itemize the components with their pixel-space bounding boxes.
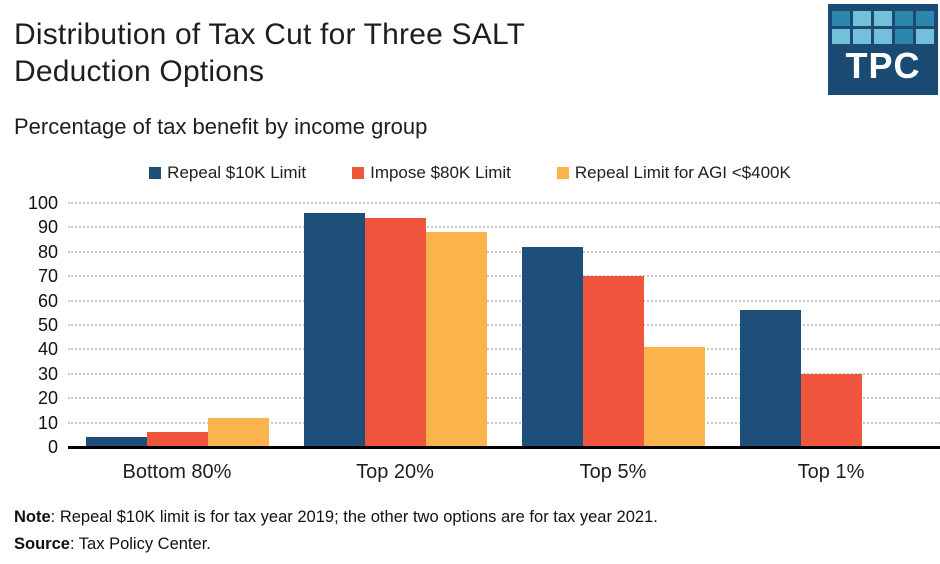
legend-swatch-icon bbox=[149, 167, 162, 179]
legend-label: Repeal Limit for AGI <$400K bbox=[574, 163, 791, 182]
gridline bbox=[68, 397, 940, 400]
legend-item: Repeal $10K Limit bbox=[149, 163, 306, 183]
x-axis-label: Bottom 80% bbox=[122, 461, 232, 483]
tpc-logo-squares-icon bbox=[832, 11, 934, 44]
y-tick-label: 80 bbox=[37, 241, 58, 262]
logo-square-icon bbox=[874, 11, 892, 26]
y-tick-label: 30 bbox=[37, 363, 58, 384]
y-axis: 0 10 20 30 40 50 60 70 80 90 100 bbox=[0, 194, 58, 456]
logo-square-icon bbox=[853, 11, 871, 26]
legend-item: Repeal Limit for AGI <$400K bbox=[556, 163, 791, 183]
chart-subtitle: Percentage of tax benefit by income grou… bbox=[14, 114, 428, 139]
y-tick-label: 70 bbox=[37, 266, 58, 287]
y-tick-label: 0 bbox=[47, 437, 58, 457]
bar-groups bbox=[68, 203, 940, 447]
bar bbox=[425, 232, 487, 447]
tpc-logo: TPC bbox=[828, 4, 938, 95]
bar bbox=[303, 212, 365, 447]
page-title-line1: Distribution of Tax Cut for Three SALT bbox=[14, 18, 526, 51]
chart-footer: Note: Repeal $10K limit is for tax year … bbox=[14, 504, 658, 558]
note-line: Note: Repeal $10K limit is for tax year … bbox=[14, 504, 658, 531]
bar-group bbox=[68, 203, 286, 447]
x-axis-line bbox=[68, 446, 940, 449]
x-axis-label: Top 20% bbox=[356, 461, 434, 483]
note-text: : Repeal $10K limit is for tax year 2019… bbox=[50, 508, 658, 526]
bar bbox=[643, 346, 705, 447]
y-tick-label: 10 bbox=[37, 412, 58, 433]
x-axis-label: Top 1% bbox=[797, 461, 865, 483]
bar bbox=[207, 417, 269, 447]
y-tick-label: 50 bbox=[37, 315, 58, 335]
gridline bbox=[68, 324, 940, 326]
page-title-line2: Deduction Options bbox=[14, 55, 265, 88]
logo-square-icon bbox=[916, 29, 934, 44]
source-text: : Tax Policy Center. bbox=[69, 535, 211, 553]
bar bbox=[800, 373, 862, 447]
legend-swatch-icon bbox=[556, 167, 569, 179]
logo-square-icon bbox=[853, 29, 871, 44]
x-axis-label: Top 5% bbox=[579, 461, 647, 483]
logo-square-icon bbox=[916, 11, 934, 26]
logo-square-icon bbox=[874, 29, 892, 44]
logo-square-icon bbox=[832, 29, 850, 44]
logo-square-icon bbox=[832, 11, 850, 26]
bar-group bbox=[722, 203, 940, 447]
x-axis-labels: Bottom 80% Top 20% Top 5% Top 1% bbox=[68, 461, 940, 484]
page-title: Distribution of Tax Cut for Three SALT D… bbox=[14, 16, 525, 90]
bar-group bbox=[286, 203, 504, 447]
legend-item: Impose $80K Limit bbox=[352, 163, 511, 183]
gridline bbox=[68, 299, 940, 302]
legend-label: Impose $80K Limit bbox=[370, 163, 511, 182]
bar-group bbox=[504, 203, 722, 447]
gridline bbox=[68, 372, 940, 375]
legend-swatch-icon bbox=[352, 167, 365, 179]
gridline bbox=[68, 348, 940, 351]
logo-square-icon bbox=[895, 11, 913, 26]
logo-square-icon bbox=[895, 29, 913, 44]
bar bbox=[364, 217, 426, 447]
y-tick-label: 100 bbox=[27, 193, 58, 213]
gridline bbox=[68, 202, 940, 204]
y-tick-label: 40 bbox=[37, 339, 58, 360]
bar bbox=[146, 432, 208, 447]
gridline bbox=[68, 226, 940, 229]
bar bbox=[739, 310, 801, 447]
y-tick-label: 90 bbox=[37, 217, 58, 238]
y-tick-label: 20 bbox=[37, 388, 58, 409]
y-tick-label: 60 bbox=[37, 290, 58, 311]
gridline bbox=[68, 250, 940, 253]
source-label: Source bbox=[14, 535, 70, 553]
bar bbox=[521, 246, 583, 447]
bar bbox=[582, 276, 644, 447]
chart-legend: Repeal $10K Limit Impose $80K Limit Repeal… bbox=[0, 163, 940, 183]
legend-label: Repeal $10K Limit bbox=[167, 163, 307, 182]
plot-area bbox=[68, 202, 940, 449]
source-line: Source: Tax Policy Center. bbox=[14, 531, 658, 558]
tpc-logo-text: TPC bbox=[845, 45, 921, 86]
gridline bbox=[68, 421, 940, 424]
bar bbox=[85, 437, 147, 447]
gridline bbox=[68, 275, 940, 278]
note-label: Note bbox=[14, 508, 51, 526]
